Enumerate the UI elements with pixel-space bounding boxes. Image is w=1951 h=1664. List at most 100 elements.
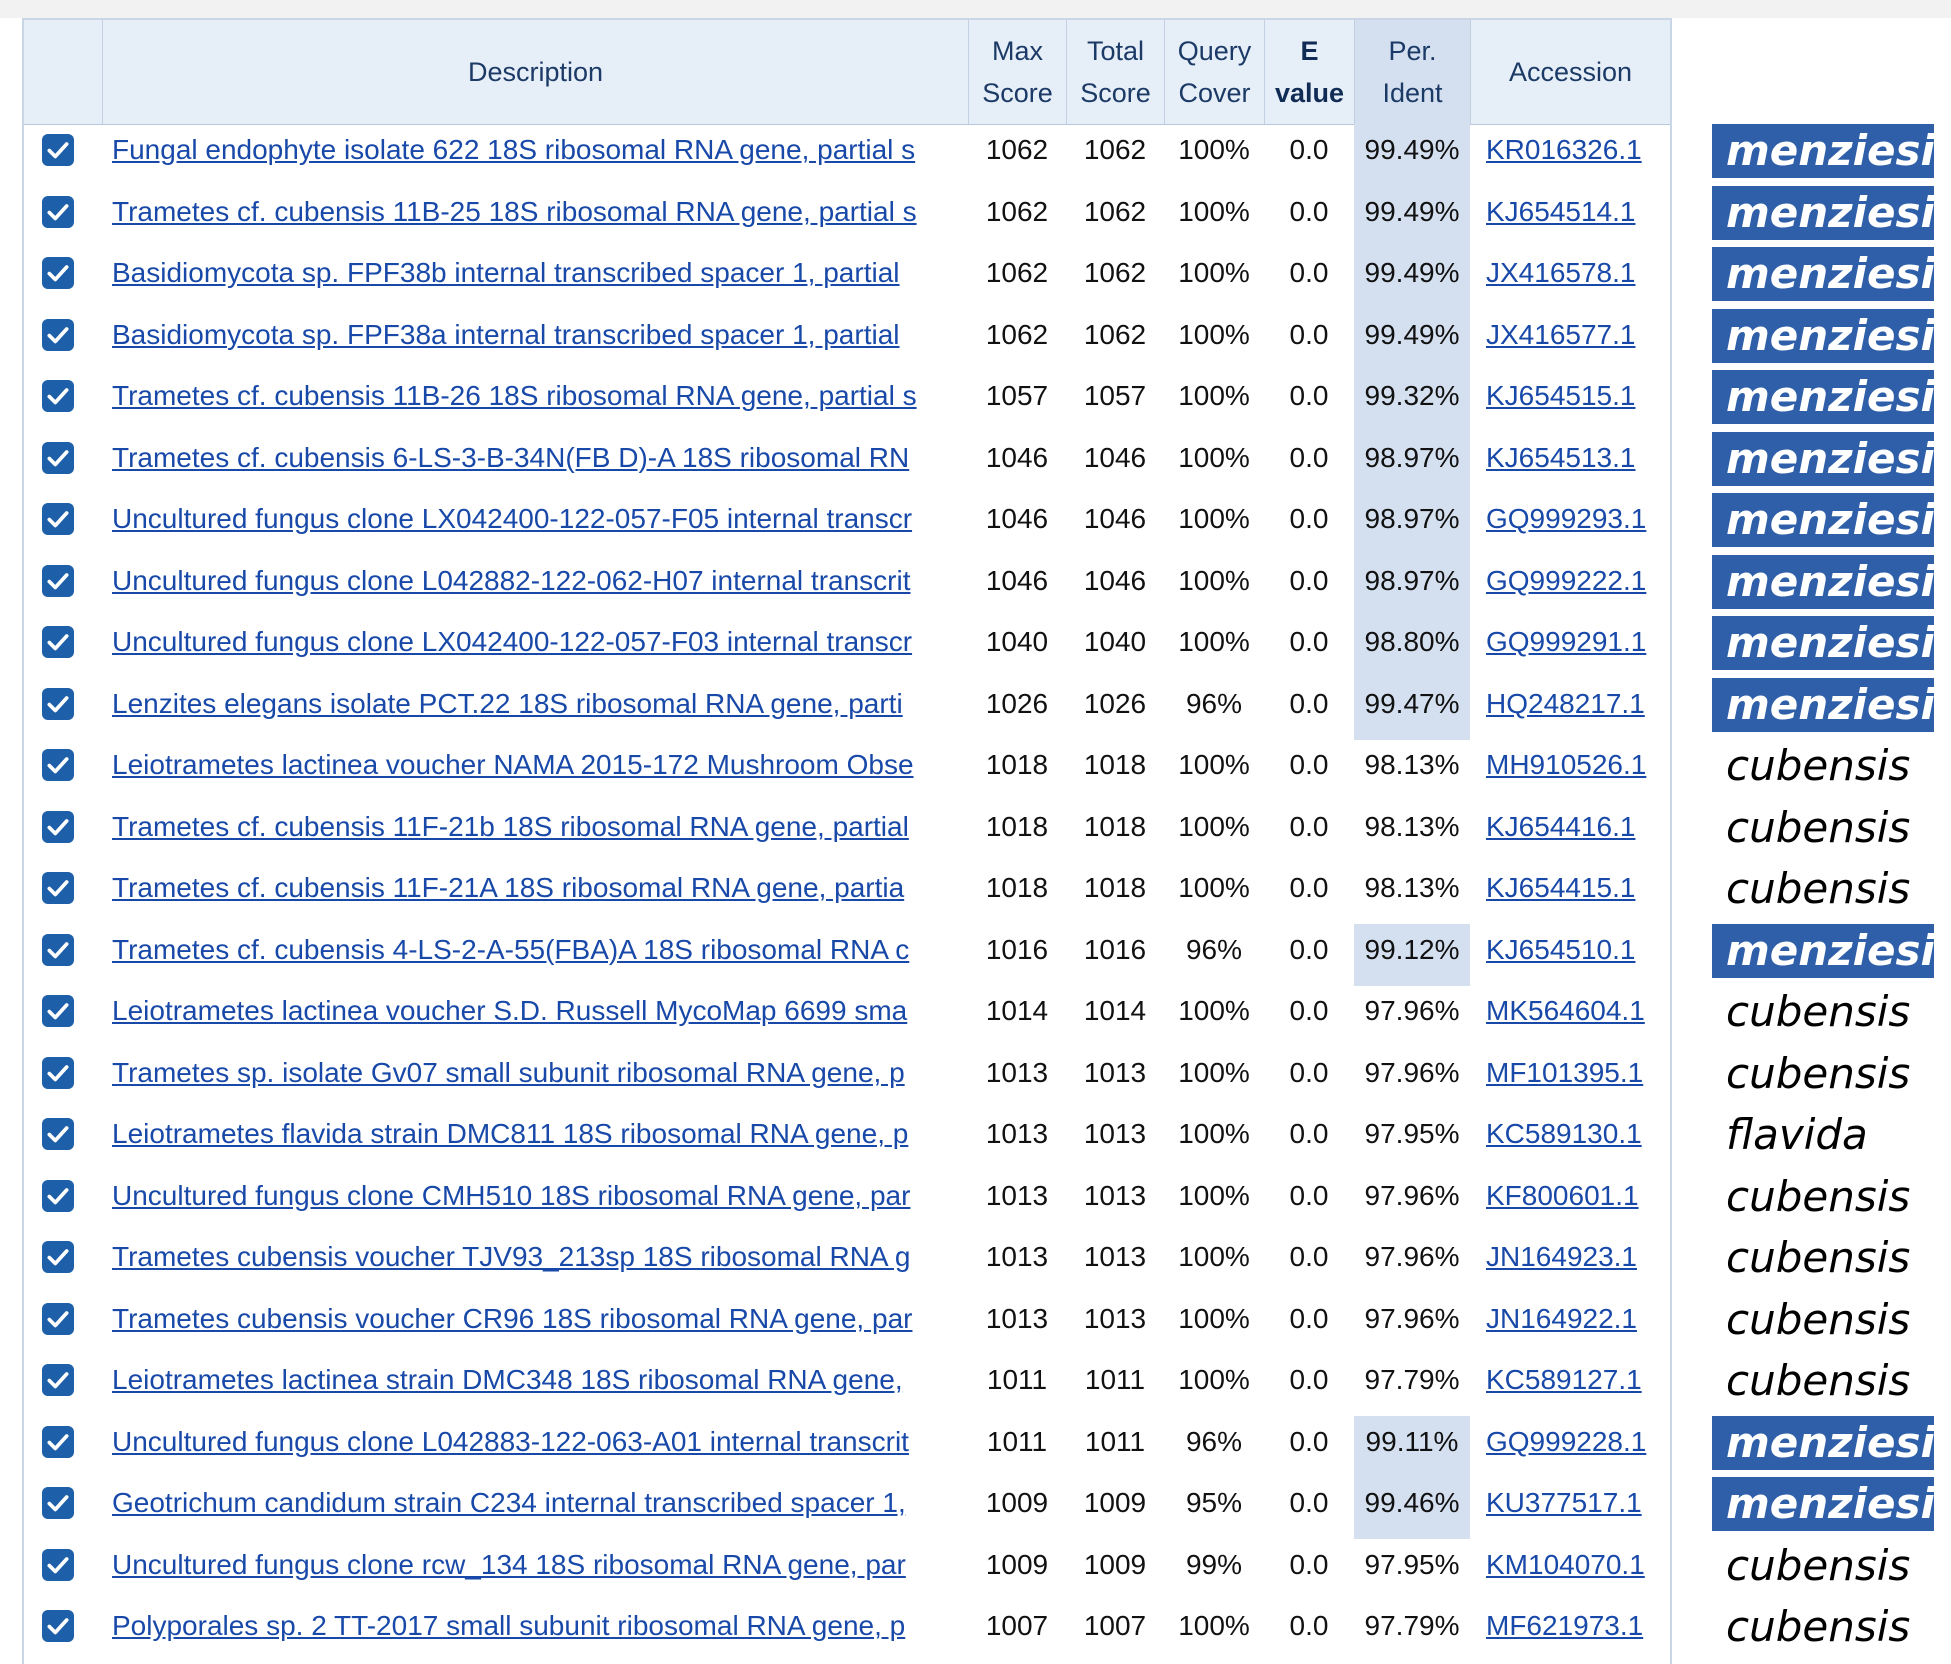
row-checkbox[interactable] <box>42 1548 74 1581</box>
table-row: Fungal endophyte isolate 622 18S ribosom… <box>24 124 1670 186</box>
header-max-score[interactable]: Max Score <box>968 20 1066 124</box>
per-ident-cell: 97.96% <box>1364 1302 1460 1334</box>
header-query-cover[interactable]: Query Cover <box>1164 20 1264 124</box>
row-checkbox[interactable] <box>42 933 74 966</box>
row-checkbox[interactable] <box>42 687 74 720</box>
description-link[interactable]: Fungal endophyte isolate 622 18S ribosom… <box>112 134 916 165</box>
row-checkbox[interactable] <box>42 564 74 597</box>
header-description[interactable]: Description <box>102 20 968 124</box>
row-checkbox[interactable] <box>42 1118 74 1150</box>
row-checkbox[interactable] <box>42 1364 74 1396</box>
accession-link[interactable]: KC589127.1 <box>1486 1364 1642 1395</box>
header-per-ident[interactable]: Per. Ident <box>1354 20 1470 124</box>
description-link[interactable]: Leiotrametes lactinea voucher S.D. Russe… <box>112 995 908 1026</box>
row-checkbox[interactable] <box>42 1425 74 1458</box>
row-checkbox[interactable] <box>42 626 74 658</box>
description-link[interactable]: Trametes cf. cubensis 11B-25 18S ribosom… <box>112 195 917 227</box>
accession-link[interactable]: GQ999222.1 <box>1486 564 1647 596</box>
header-select-column[interactable] <box>24 20 102 124</box>
row-checkbox[interactable] <box>42 1302 74 1335</box>
accession-link[interactable]: KR016326.1 <box>1486 134 1642 165</box>
description-link[interactable]: Trametes cf. cubensis 11B-26 18S ribosom… <box>112 380 917 411</box>
accession-link[interactable]: KJ654415.1 <box>1486 872 1636 903</box>
header-e-value[interactable]: E value <box>1264 20 1354 124</box>
accession-link[interactable]: KC589130.1 <box>1486 1118 1642 1149</box>
description-link[interactable]: Polyporales sp. 2 TT-2017 small subunit … <box>112 1610 906 1641</box>
description-link[interactable]: Lenzites elegans isolate PCT.22 18S ribo… <box>112 687 903 719</box>
description-link[interactable]: Trametes sp. isolate Gv07 small subunit … <box>112 1056 905 1088</box>
accession-link[interactable]: KJ654416.1 <box>1486 810 1636 842</box>
description-link[interactable]: Trametes cf. cubensis 6-LS-3-B-34N(FB D)… <box>112 441 910 473</box>
accession-link[interactable]: JX416577.1 <box>1486 318 1636 350</box>
accession-link[interactable]: JX416578.1 <box>1486 257 1636 288</box>
description-link[interactable]: Uncultured fungus clone L042883-122-063-… <box>112 1425 909 1457</box>
row-checkbox[interactable] <box>42 1610 74 1642</box>
description-link[interactable]: Leiotrametes flavida strain DMC811 18S r… <box>112 1118 909 1149</box>
description-link[interactable]: Uncultured fungus clone rcw_134 18S ribo… <box>112 1548 906 1580</box>
row-checkbox[interactable] <box>42 995 74 1027</box>
table-row: Trametes cf. cubensis 11B-26 18S ribosom… <box>24 370 1670 432</box>
species-label-highlighted: menziesii <box>1712 493 1949 547</box>
accession-link[interactable]: JN164922.1 <box>1486 1302 1638 1334</box>
accession-link[interactable]: HQ248217.1 <box>1486 687 1645 719</box>
query-cover-cell: 100% <box>1178 995 1250 1026</box>
accession-link[interactable]: KM104070.1 <box>1486 1548 1645 1580</box>
description-link[interactable]: Basidiomycota sp. FPF38b internal transc… <box>112 257 900 288</box>
description-link[interactable]: Uncultured fungus clone LX042400-122-057… <box>112 503 913 534</box>
row-checkbox[interactable] <box>42 318 74 351</box>
query-cover-cell: 95% <box>1185 1487 1243 1518</box>
row-checkbox[interactable] <box>42 1487 74 1519</box>
accession-link[interactable]: MF621973.1 <box>1486 1610 1644 1641</box>
description-link[interactable]: Trametes cf. cubensis 11F-21b 18S riboso… <box>112 810 909 842</box>
row-checkbox[interactable] <box>42 503 74 535</box>
table-header: Description Max Score Total Score Query … <box>24 20 1670 125</box>
description-link[interactable]: Trametes cf. cubensis 11F-21A 18S riboso… <box>112 872 905 903</box>
query-cover-cell: 100% <box>1178 318 1250 350</box>
row-checkbox[interactable] <box>42 1241 74 1273</box>
description-link[interactable]: Trametes cubensis voucher CR96 18S ribos… <box>112 1302 913 1334</box>
accession-link[interactable]: KJ654514.1 <box>1486 195 1636 227</box>
accession-link[interactable]: MK564604.1 <box>1486 995 1645 1026</box>
max-score-cell: 1011 <box>986 1425 1048 1457</box>
header-total-score[interactable]: Total Score <box>1066 20 1164 124</box>
row-checkbox[interactable] <box>42 257 74 289</box>
accession-link[interactable]: KJ654510.1 <box>1486 933 1636 965</box>
accession-link[interactable]: GQ999291.1 <box>1486 626 1647 657</box>
description-link[interactable]: Geotrichum candidum strain C234 internal… <box>112 1487 906 1518</box>
row-checkbox[interactable] <box>42 1179 74 1212</box>
row-checkbox[interactable] <box>42 134 74 166</box>
description-link[interactable]: Leiotrametes lactinea strain DMC348 18S … <box>112 1364 903 1395</box>
description-link[interactable]: Trametes cf. cubensis 4-LS-2-A-55(FBA)A … <box>112 933 910 965</box>
e-value-cell: 0.0 <box>1289 1302 1329 1334</box>
accession-link[interactable]: GQ999228.1 <box>1486 1425 1647 1457</box>
row-checkbox[interactable] <box>42 380 74 412</box>
accession-link[interactable]: GQ999293.1 <box>1486 503 1647 534</box>
accession-link[interactable]: MF101395.1 <box>1486 1056 1644 1088</box>
species-label: cubensis <box>1726 1171 1911 1221</box>
accession-link[interactable]: MH910526.1 <box>1486 749 1647 780</box>
description-link[interactable]: Leiotrametes lactinea voucher NAMA 2015-… <box>112 749 914 780</box>
row-checkbox[interactable] <box>42 872 74 904</box>
description-link[interactable]: Uncultured fungus clone CMH510 18S ribos… <box>112 1179 911 1211</box>
total-score-cell: 1013 <box>1083 1179 1147 1211</box>
accession-link[interactable]: JN164923.1 <box>1486 1241 1638 1272</box>
accession-link[interactable]: KJ654513.1 <box>1486 441 1636 473</box>
description-link[interactable]: Uncultured fungus clone L042882-122-062-… <box>112 564 911 596</box>
row-checkbox[interactable] <box>42 441 74 474</box>
accession-link[interactable]: KF800601.1 <box>1486 1179 1639 1211</box>
row-checkbox[interactable] <box>42 1056 74 1089</box>
row-checkbox[interactable] <box>42 810 74 843</box>
checkmark-icon <box>47 1064 69 1081</box>
row-checkbox[interactable] <box>42 195 74 228</box>
ident-highlight <box>1354 185 1470 248</box>
accession-link[interactable]: KJ654515.1 <box>1486 380 1636 411</box>
header-accession[interactable]: Accession <box>1470 20 1670 124</box>
description-link[interactable]: Basidiomycota sp. FPF38a internal transc… <box>112 318 900 350</box>
species-label-highlighted: menziesii <box>1712 1415 1949 1470</box>
per-ident-cell: 97.95% <box>1364 1118 1460 1149</box>
accession-link[interactable]: KU377517.1 <box>1486 1487 1642 1518</box>
max-score-cell: 1062 <box>985 195 1049 227</box>
description-link[interactable]: Uncultured fungus clone LX042400-122-057… <box>112 626 913 657</box>
row-checkbox[interactable] <box>42 749 74 781</box>
description-link[interactable]: Trametes cubensis voucher TJV93_213sp 18… <box>112 1241 911 1272</box>
